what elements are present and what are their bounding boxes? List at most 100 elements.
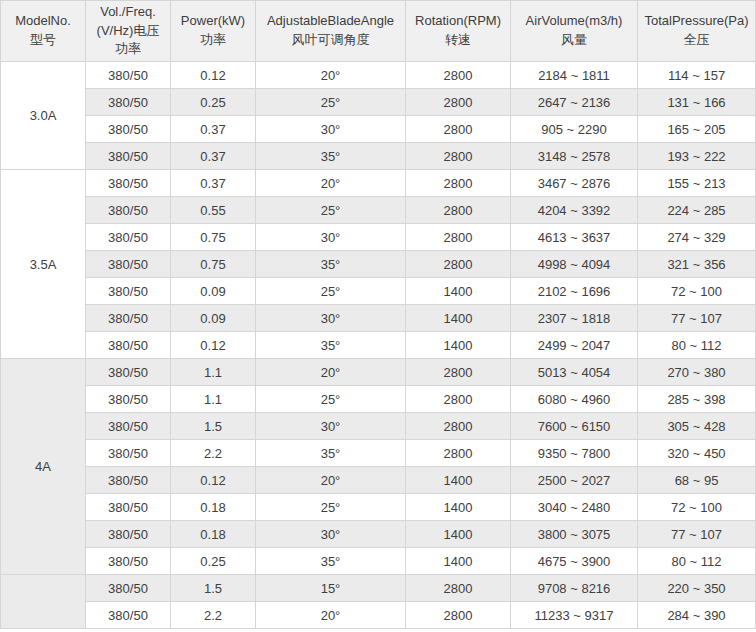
cell-rotation: 2800 [406,143,511,170]
model-cell: 3.5A [1,170,86,359]
header-rotation: Rotation(RPM) 转速 [406,1,511,62]
cell-rotation: 2800 [406,224,511,251]
table-row: 380/502.235°28009350 ~ 7800320 ~ 450 [1,440,756,467]
table-row: 380/501.125°28006080 ~ 4960285 ~ 398 [1,386,756,413]
cell-power: 1.5 [171,413,256,440]
cell-rotation: 2800 [406,413,511,440]
cell-power: 0.55 [171,197,256,224]
header-model: ModelNo. 型号 [1,1,86,62]
cell-airvolume: 4675 ~ 3900 [511,548,638,575]
cell-angle: 35° [256,440,406,467]
table-row: 4A380/501.120°28005013 ~ 4054270 ~ 380 [1,359,756,386]
cell-airvolume: 5013 ~ 4054 [511,359,638,386]
header-airvolume: AirVolume(m3/h) 风量 [511,1,638,62]
cell-voltage: 380/50 [86,116,171,143]
cell-airvolume: 2500 ~ 2027 [511,467,638,494]
cell-airvolume: 6080 ~ 4960 [511,386,638,413]
cell-rotation: 1400 [406,521,511,548]
cell-pressure: 68 ~ 95 [638,467,756,494]
table-row: 380/500.1220°14002500 ~ 202768 ~ 95 [1,467,756,494]
table-row: 3.0A380/500.1220°28002184 ~ 1811114 ~ 15… [1,62,756,89]
table-row: 380/500.1235°14002499 ~ 204780 ~ 112 [1,332,756,359]
table-row: 380/500.2535°14004675 ~ 390080 ~ 112 [1,548,756,575]
cell-angle: 35° [256,143,406,170]
cell-angle: 20° [256,602,406,629]
table-row: 380/500.1825°14003040 ~ 248072 ~ 100 [1,494,756,521]
cell-airvolume: 2307 ~ 1818 [511,305,638,332]
header-power: Power(kW) 功率 [171,1,256,62]
cell-angle: 25° [256,494,406,521]
cell-rotation: 2800 [406,602,511,629]
cell-pressure: 80 ~ 112 [638,548,756,575]
cell-power: 1.5 [171,575,256,602]
cell-rotation: 1400 [406,278,511,305]
cell-pressure: 77 ~ 107 [638,521,756,548]
cell-pressure: 274 ~ 329 [638,224,756,251]
model-cell: 4A [1,359,86,575]
model-cell: 3.0A [1,62,86,170]
header-voltage: Vol./Freq. (V/Hz)电压 功率 [86,1,171,62]
cell-rotation: 2800 [406,386,511,413]
cell-rotation: 2800 [406,359,511,386]
cell-pressure: 72 ~ 100 [638,494,756,521]
cell-power: 0.12 [171,62,256,89]
cell-pressure: 165 ~ 205 [638,116,756,143]
cell-power: 2.2 [171,602,256,629]
header-angle: AdjustableBladeAngle 风叶可调角度 [256,1,406,62]
table-row: 3.5A380/500.3720°28003467 ~ 2876155 ~ 21… [1,170,756,197]
cell-voltage: 380/50 [86,332,171,359]
cell-rotation: 2800 [406,197,511,224]
cell-power: 0.18 [171,521,256,548]
table-header: ModelNo. 型号 Vol./Freq. (V/Hz)电压 功率 Power… [1,1,756,62]
cell-pressure: 80 ~ 112 [638,332,756,359]
cell-rotation: 2800 [406,62,511,89]
table-row: 380/500.2525°28002647 ~ 2136131 ~ 166 [1,89,756,116]
cell-angle: 35° [256,548,406,575]
cell-pressure: 321 ~ 356 [638,251,756,278]
cell-power: 1.1 [171,386,256,413]
cell-airvolume: 2499 ~ 2047 [511,332,638,359]
cell-airvolume: 3040 ~ 2480 [511,494,638,521]
table-row: 380/500.3735°28003148 ~ 2578193 ~ 222 [1,143,756,170]
table-row: 380/501.515°28009708 ~ 8216220 ~ 350 [1,575,756,602]
cell-voltage: 380/50 [86,62,171,89]
cell-pressure: 305 ~ 428 [638,413,756,440]
cell-rotation: 1400 [406,494,511,521]
cell-power: 0.09 [171,305,256,332]
cell-pressure: 320 ~ 450 [638,440,756,467]
cell-power: 0.18 [171,494,256,521]
cell-angle: 30° [256,521,406,548]
cell-angle: 20° [256,170,406,197]
table-row: 380/501.530°28007600 ~ 6150305 ~ 428 [1,413,756,440]
cell-angle: 25° [256,386,406,413]
cell-voltage: 380/50 [86,305,171,332]
cell-power: 0.12 [171,332,256,359]
cell-power: 0.09 [171,278,256,305]
header-row: ModelNo. 型号 Vol./Freq. (V/Hz)电压 功率 Power… [1,1,756,62]
cell-power: 1.1 [171,359,256,386]
cell-airvolume: 3148 ~ 2578 [511,143,638,170]
cell-voltage: 380/50 [86,251,171,278]
cell-angle: 20° [256,62,406,89]
cell-rotation: 2800 [406,440,511,467]
table-row: 380/500.0930°14002307 ~ 181877 ~ 107 [1,305,756,332]
table-row: 380/500.7535°28004998 ~ 4094321 ~ 356 [1,251,756,278]
table-row: 380/500.0925°14002102 ~ 169672 ~ 100 [1,278,756,305]
fan-specification-page: ModelNo. 型号 Vol./Freq. (V/Hz)电压 功率 Power… [0,0,756,632]
cell-angle: 15° [256,575,406,602]
cell-power: 0.25 [171,89,256,116]
cell-angle: 30° [256,305,406,332]
cell-angle: 30° [256,116,406,143]
cell-rotation: 2800 [406,170,511,197]
cell-airvolume: 2102 ~ 1696 [511,278,638,305]
header-pressure: TotalPressure(Pa) 全压 [638,1,756,62]
cell-airvolume: 905 ~ 2290 [511,116,638,143]
cell-airvolume: 11233 ~ 9317 [511,602,638,629]
table-row: 380/500.3730°2800905 ~ 2290165 ~ 205 [1,116,756,143]
cell-power: 0.37 [171,116,256,143]
cell-power: 0.37 [171,170,256,197]
cell-pressure: 155 ~ 213 [638,170,756,197]
cell-angle: 20° [256,467,406,494]
cell-pressure: 193 ~ 222 [638,143,756,170]
cell-pressure: 270 ~ 380 [638,359,756,386]
